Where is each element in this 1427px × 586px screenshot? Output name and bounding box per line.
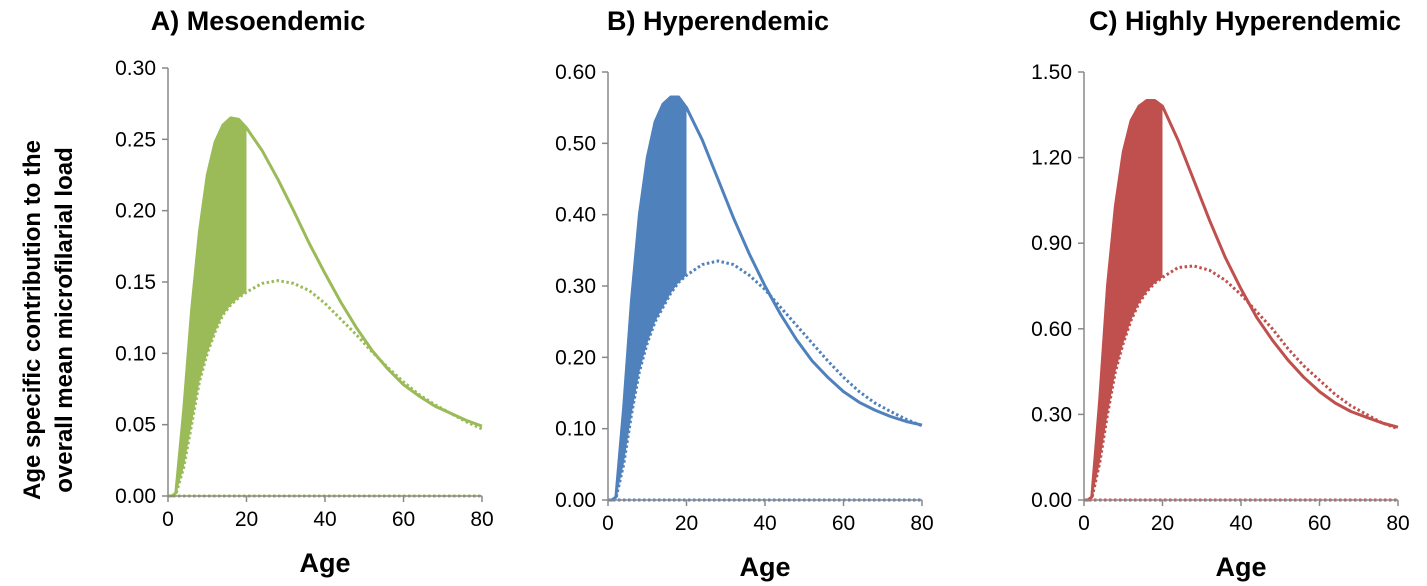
- y-tick-label: 0.10: [115, 342, 156, 365]
- x-tick-label: 60: [832, 512, 855, 535]
- y-tick-label: 0.30: [115, 57, 156, 80]
- shaded-area: [608, 97, 687, 500]
- y-tick-label: 1.50: [1031, 61, 1072, 84]
- x-tick-label: 0: [602, 512, 614, 535]
- x-axis-label: Age: [299, 548, 350, 578]
- dotted-line-1: [608, 259, 923, 502]
- x-tick-label: 20: [1151, 512, 1174, 535]
- y-tick-label: 0.05: [115, 414, 156, 437]
- y-tick-label: 0.90: [1031, 232, 1072, 255]
- panel-title: B) Hyperendemic: [607, 6, 829, 36]
- x-tick-label: 80: [470, 508, 493, 531]
- shaded-area: [168, 117, 247, 497]
- chart-panel-2: B) Hyperendemic 0.00 0.10 0.20 0.30 0.40 0.50 0…: [555, 6, 934, 582]
- x-tick-label: 20: [235, 508, 258, 531]
- chart-panel-1: A) Mesoendemic 0.00 0.05 0.10 0.15 0.20 0.25 0.…: [115, 6, 494, 578]
- y-tick-label: 0.40: [555, 204, 596, 227]
- x-tick-label: 0: [162, 508, 174, 531]
- y-tick-label: 0.30: [1031, 403, 1072, 426]
- solid-line-0: [1084, 99, 1399, 502]
- dotted-line-1: [1084, 264, 1399, 502]
- x-tick-label: 40: [1229, 512, 1252, 535]
- y-tick-label: 0.60: [1031, 318, 1072, 341]
- x-axis-label: Age: [739, 552, 790, 582]
- x-tick-label: 40: [313, 508, 336, 531]
- y-tick-label: 0.00: [115, 485, 156, 508]
- y-tick-label: 0.00: [555, 489, 596, 512]
- x-tick-label: 80: [910, 512, 933, 535]
- chart-panel-3: C) Highly Hyperendemic 0.00 0.30 0.60 0.90 1.…: [1031, 6, 1410, 582]
- dotted-line-1: [168, 279, 483, 498]
- y-tick-label: 0.30: [555, 275, 596, 298]
- x-tick-label: 60: [1308, 512, 1331, 535]
- y-tick-label: 0.15: [115, 271, 156, 294]
- y-axis-label-line-1: Age specific contribution to the: [19, 140, 46, 500]
- x-tick-label: 40: [753, 512, 776, 535]
- y-tick-label: 0.20: [555, 346, 596, 369]
- y-tick-label: 1.20: [1031, 147, 1072, 170]
- x-tick-label: 60: [392, 508, 415, 531]
- y-tick-label: 0.50: [555, 132, 596, 155]
- solid-line-0: [608, 95, 923, 502]
- x-axis-label: Age: [1215, 552, 1266, 582]
- shaded-area: [1084, 100, 1163, 500]
- y-axis-label-line-2: overall mean microfilarial load: [51, 147, 78, 492]
- y-tick-label: 0.60: [555, 61, 596, 84]
- y-tick-label: 0.10: [555, 418, 596, 441]
- panel-title: C) Highly Hyperendemic: [1089, 6, 1401, 36]
- y-tick-label: 0.00: [1031, 489, 1072, 512]
- x-tick-label: 80: [1386, 512, 1409, 535]
- x-tick-label: 0: [1078, 512, 1090, 535]
- y-tick-label: 0.20: [115, 200, 156, 223]
- y-tick-label: 0.25: [115, 128, 156, 151]
- x-tick-label: 20: [675, 512, 698, 535]
- panel-title: A) Mesoendemic: [151, 6, 366, 36]
